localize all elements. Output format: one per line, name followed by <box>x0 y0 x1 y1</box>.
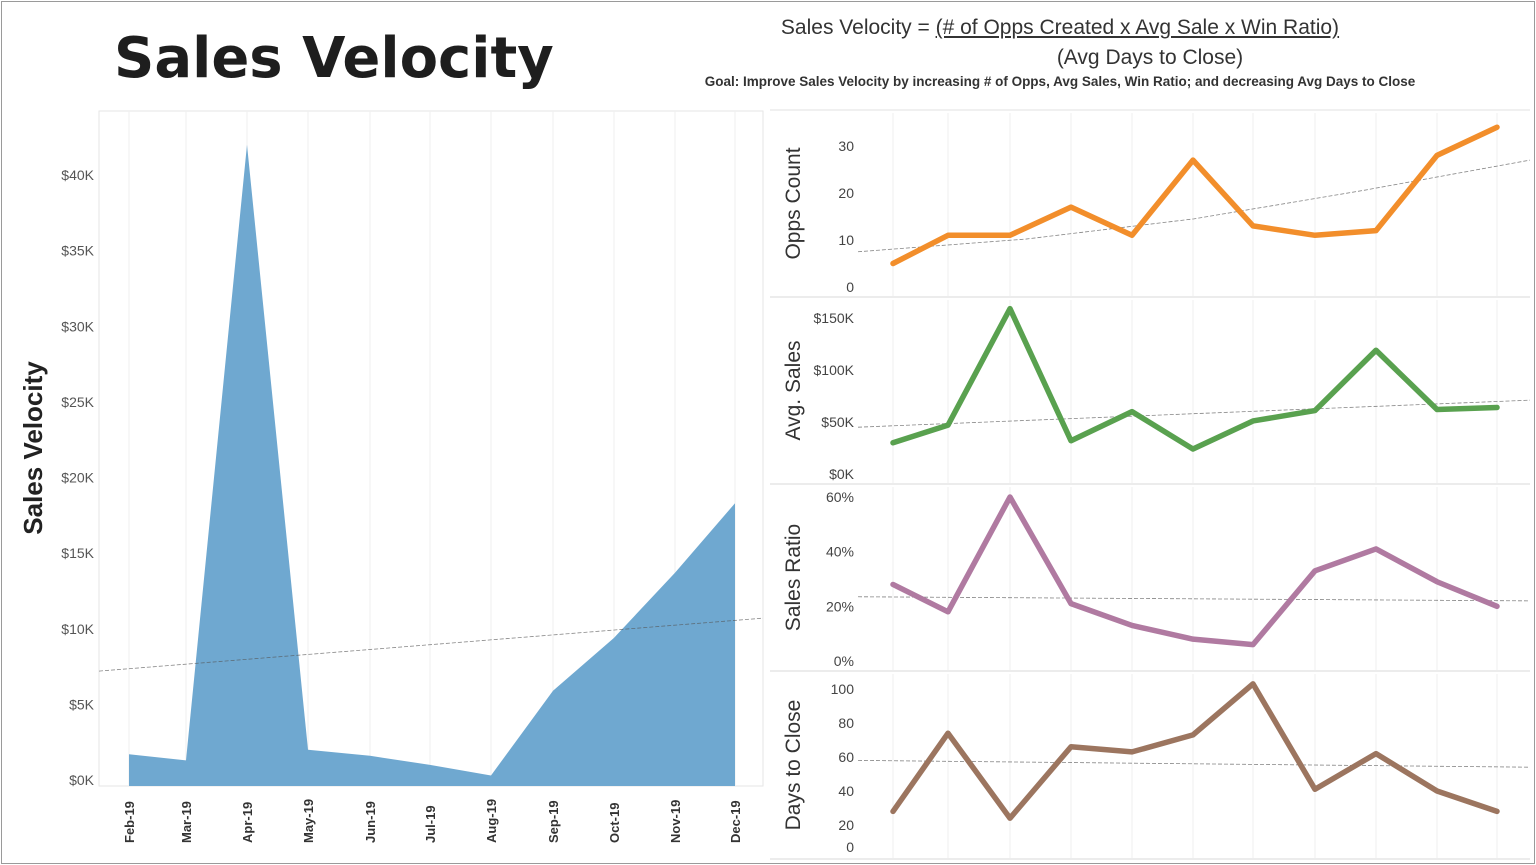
x-tick-label: May-19 <box>301 799 316 843</box>
series-line <box>890 305 1500 452</box>
y-tick-label: 10 <box>838 232 854 248</box>
y-axis-title: Avg. Sales <box>782 340 805 440</box>
y-tick-label: 40% <box>826 544 854 560</box>
y-tick-label: $0K <box>829 466 855 482</box>
y-tick-label: 0 <box>846 279 854 295</box>
trend-line <box>857 760 1531 768</box>
panel-opps-count: 0 10 20 30 Opps Count <box>770 113 1531 298</box>
trend-line <box>857 596 1531 602</box>
x-tick-label: Jul-19 <box>423 805 438 843</box>
y-tick-label: $10K <box>61 621 94 637</box>
y-axis-title: Opps Count <box>782 147 805 259</box>
y-tick-label: 20% <box>826 598 854 614</box>
y-tick-label: $30K <box>61 318 94 334</box>
y-tick-label: $100K <box>814 362 855 378</box>
trend-line <box>98 617 764 672</box>
y-tick-label: 0% <box>834 653 854 669</box>
panel-sales-ratio: 0% 20% 40% 60% Sales Ratio <box>770 487 1531 672</box>
y-tick-label: $35K <box>61 243 94 259</box>
y-tick-label: 60 <box>838 749 854 765</box>
x-tick-label: Dec-19 <box>728 800 743 843</box>
page-title: Sales Velocity <box>114 26 554 91</box>
y-tick-label: $150K <box>814 310 855 326</box>
y-tick-label: 100 <box>831 681 855 697</box>
x-tick-label: Feb-19 <box>122 801 137 843</box>
y-tick-label: 80 <box>838 715 854 731</box>
y-tick-label: 40 <box>838 783 854 799</box>
y-tick-label: 20 <box>838 817 854 833</box>
x-tick-label: Apr-19 <box>240 802 255 843</box>
series-line <box>890 124 1500 267</box>
y-tick-label: 20 <box>838 185 854 201</box>
formula-numerator: (# of Opps Created x Avg Sale x Win Rati… <box>935 16 1340 39</box>
x-tick-label: Oct-19 <box>607 803 622 843</box>
x-tick-label: Jun-19 <box>363 801 378 843</box>
y-tick-label: 60% <box>826 489 854 505</box>
y-tick-label: $15K <box>61 545 94 561</box>
trend-line <box>857 399 1531 428</box>
x-tick-label: Aug-19 <box>484 799 499 843</box>
formula-block: Sales Velocity = (# of Opps Created x Av… <box>660 16 1460 89</box>
formula-denominator: (Avg Days to Close) <box>1056 46 1244 69</box>
y-tick-label: 30 <box>838 138 854 154</box>
y-tick-label: $25K <box>61 394 94 410</box>
y-tick-label: $20K <box>61 470 94 486</box>
y-tick-label: 0 <box>846 839 854 855</box>
y-axis-title: Sales Velocity <box>18 361 48 535</box>
x-tick-label: Mar-19 <box>179 801 194 843</box>
y-axis-title: Sales Ratio <box>782 524 805 631</box>
y-tick-label: $40K <box>61 167 94 183</box>
panel-avg-sales: $0K $50K $100K $150K Avg. Sales <box>770 300 1531 485</box>
goal-text: Goal: Improve Sales Velocity by increasi… <box>704 74 1416 89</box>
x-tick-label: Nov-19 <box>668 800 683 843</box>
series-line <box>890 494 1500 648</box>
y-tick-label: $0K <box>69 772 95 788</box>
series-line <box>890 681 1500 821</box>
x-tick-label: Sep-19 <box>546 800 561 843</box>
sales-velocity-area <box>129 144 735 786</box>
y-tick-label: $5K <box>69 696 95 712</box>
formula-lhs: Sales Velocity = <box>780 16 936 39</box>
y-tick-label: $50K <box>821 414 854 430</box>
panel-days-to-close: 0 20 40 60 80 100 Days to Close <box>770 674 1531 860</box>
y-axis-title: Days to Close <box>782 700 805 831</box>
